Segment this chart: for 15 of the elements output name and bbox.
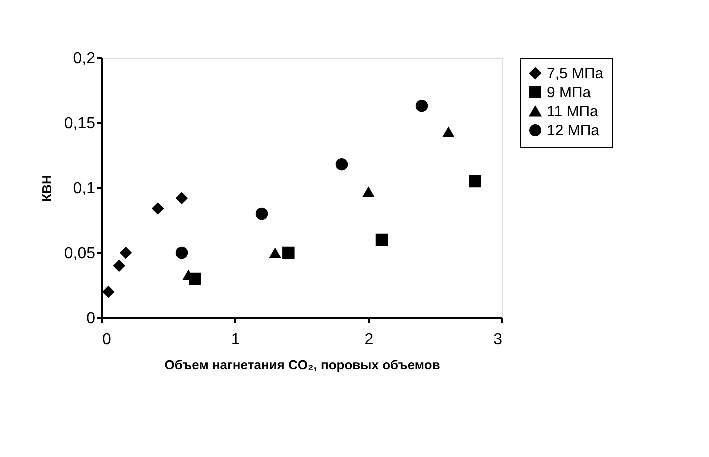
legend-label: 7,5 МПа — [547, 66, 604, 82]
x-axis-title: Объем нагнетания CO₂, поровых объемов — [164, 358, 440, 372]
y-tick-label: 0,1 — [73, 180, 96, 198]
x-tick-label: 2 — [364, 332, 374, 348]
y-tick-label: 0,15 — [64, 116, 96, 132]
x-tick-label: 0 — [102, 332, 112, 348]
x-tick-label: 3 — [494, 332, 503, 348]
x-tick-label: 1 — [231, 332, 240, 348]
legend-label: 12 МПа — [547, 122, 600, 140]
y-tick-label: 0,2 — [73, 50, 96, 68]
legend-label: 11 МПа — [547, 104, 600, 120]
y-axis-title: КВН — [39, 175, 54, 202]
legend-label: 9 МПа — [547, 84, 592, 102]
y-tick-label: 0,05 — [64, 246, 96, 262]
y-tick-label: 0 — [86, 310, 96, 328]
